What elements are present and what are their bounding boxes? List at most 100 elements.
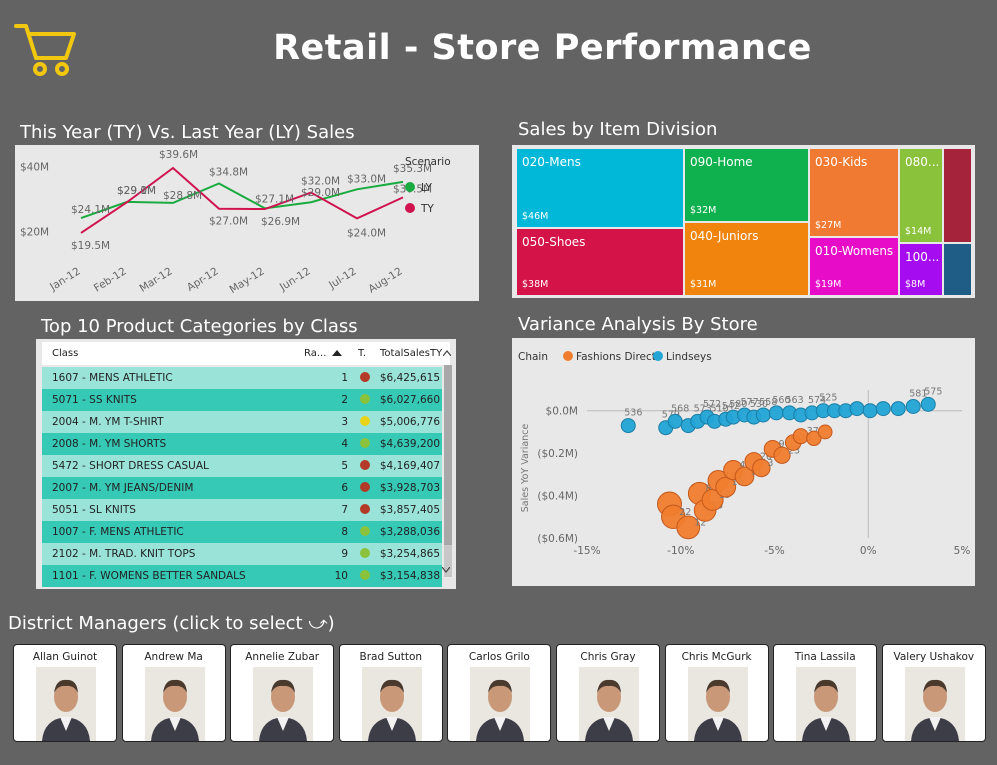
lindseys-point [862,403,878,419]
point-label: 536 [624,408,642,419]
table-row[interactable]: 1607 - MENS ATHLETIC 1 $6,425,615 [42,367,442,389]
treemap-cell[interactable] [944,244,971,295]
table-header: Class Ra... T. TotalSalesTY [42,342,451,365]
variance-scatter-chart: $0.0M ($0.2M) ($0.4M) ($0.6M)-15% -10% -5% 0% 5… [518,351,970,557]
manager-card[interactable]: Annelie Zubar [230,644,335,742]
manager-card[interactable]: Valery Ushakov [881,644,986,742]
treemap-cell[interactable]: 090-Home $32M [685,149,808,221]
person-icon [470,667,531,741]
data-label-ty: $32.0M [301,176,340,188]
person-icon [796,667,857,741]
table-row[interactable]: 1007 - F. MENS ATHLETIC 8 $3,288,036 [42,521,442,543]
sales-line-panel[interactable]: $40M $20M Jan-12 Feb-12 Mar-12 Apr-12 May-12 Ju… [15,145,479,301]
treemap-cell[interactable]: 030-Kids $27M [810,149,898,236]
series-line-ly [80,180,404,220]
y-tick-label: $20M [20,226,49,238]
lindseys-point [875,401,891,417]
treemap-cell-value: $19M [815,279,842,290]
table-row[interactable]: 2004 - M. YM T-SHIRT 3 $5,006,776 [42,411,442,433]
cell-rank: 6 [341,482,348,494]
treemap-cell-label: 030-Kids [815,155,868,169]
cell-sales: $3,928,703 [379,482,440,494]
table-title: Top 10 Product Categories by Class [41,316,358,337]
col-sales-header[interactable]: TotalSalesTY [380,348,443,359]
point-label: 3 [767,458,773,469]
person-icon [144,667,205,741]
col-class-header[interactable]: Class [52,348,79,359]
avatar [796,667,857,741]
status-indicator-icon [360,526,370,536]
treemap-cell[interactable] [944,149,971,242]
table-row[interactable]: 2008 - M. YM SHORTS 4 $4,639,200 [42,433,442,455]
lindseys-point [890,401,906,417]
variance-panel[interactable]: $0.0M ($0.2M) ($0.4M) ($0.6M) -15% -10% -5% 0% 5… [512,338,975,586]
point-label: 4 [739,460,745,471]
point-label: 530 [750,399,768,410]
status-indicator-icon [360,548,370,558]
fashions-point [806,430,822,447]
table-row[interactable]: 5051 - SL KNITS 7 $3,857,405 [42,499,442,521]
manager-card[interactable]: Brad Sutton [338,644,443,742]
legend-title: Scenario [405,156,451,168]
status-indicator-icon [360,460,370,470]
data-label-ty: $29.0M [117,185,156,197]
person-icon [361,667,422,741]
data-label-ty: $39.6M [159,149,198,161]
manager-card[interactable]: Allan Guinot [13,644,117,742]
treemap-cell[interactable]: 020-Mens $46M [517,149,683,227]
cell-rank: 9 [341,548,348,560]
categories-table[interactable]: Class Ra... T. TotalSalesTY 1607 - MENS … [36,339,456,589]
scrollbar-thumb[interactable] [444,365,452,545]
person-icon [253,667,314,741]
manager-card[interactable]: Carlos Grilo [447,644,552,742]
lindseys-point [620,418,636,434]
table-row[interactable]: 2102 - M. TRAD. KNIT TOPS 9 $3,254,865 [42,543,442,565]
manager-card[interactable]: Chris Gray [556,644,660,742]
point-label: 8 [706,483,712,494]
x-tick-label: -15% [573,545,600,557]
manager-card[interactable]: Andrew Ma [121,644,226,742]
manager-name: Allan Guinot [32,651,98,663]
manager-card[interactable]: Chris McGurk [664,644,769,742]
cell-sales: $3,254,865 [379,548,440,560]
data-label-ty: $24.0M [347,227,386,239]
cell-rank: 3 [341,416,348,428]
cell-class: 2102 - M. TRAD. KNIT TOPS [52,548,196,560]
x-tick-label: Jul-12 [326,265,359,292]
manager-name: Andrew Ma [144,651,203,663]
treemap-cell[interactable]: 050-Shoes $38M [517,229,683,295]
manager-name: Chris Gray [580,651,636,663]
treemap-cell-label: 050-Shoes [522,235,586,249]
col-t-header[interactable]: T. [358,348,367,359]
treemap-cell[interactable]: 010-Womens $19M [810,238,898,295]
treemap-cell[interactable]: 100... $8M [900,244,942,295]
table-row[interactable]: 1101 - F. WOMENS BETTER SANDALS 10 $3,154,… [42,565,442,587]
cell-class: 2008 - M. YM SHORTS [52,438,167,450]
table-row[interactable]: 5071 - SS KNITS 2 $6,027,660 [42,389,442,411]
data-label-ly: $27.1M [255,193,294,205]
cell-class: 5472 - SHORT DRESS CASUAL [52,460,209,472]
scroll-down-icon[interactable] [442,567,450,573]
manager-card[interactable]: Tina Lassila [773,644,878,742]
treemap-cell-label: 090-Home [690,155,753,169]
point-label: 563 [786,395,804,406]
cell-sales: $4,639,200 [379,438,440,450]
table-row[interactable]: 5472 - SHORT DRESS CASUAL 5 $4,169,407 [42,455,442,477]
col-rank-header[interactable]: Ra... [304,348,327,359]
x-tick-label: -10% [667,545,694,557]
x-tick-label: Jun-12 [277,265,313,293]
y-tick-label: $0.0M [546,406,578,418]
table-scrollbar[interactable] [444,365,452,577]
lindseys-point [755,407,771,423]
data-label-ty: $26.9M [261,216,300,228]
scroll-up-icon[interactable] [443,350,451,356]
variance-title: Variance Analysis By Store [518,314,758,335]
table-row[interactable]: 2007 - M. YM JEANS/DENIM 6 $3,928,703 [42,477,442,499]
treemap-cell[interactable]: 040-Juniors $31M [685,223,808,295]
point-label: 525 [819,393,837,404]
legend-ty-marker [405,203,415,213]
cell-class: 1007 - F. MENS ATHLETIC [52,526,184,538]
sort-ascending-icon[interactable] [332,350,342,356]
treemap-cell-value: $31M [690,279,717,290]
treemap-cell[interactable]: 080... $14M [900,149,942,242]
